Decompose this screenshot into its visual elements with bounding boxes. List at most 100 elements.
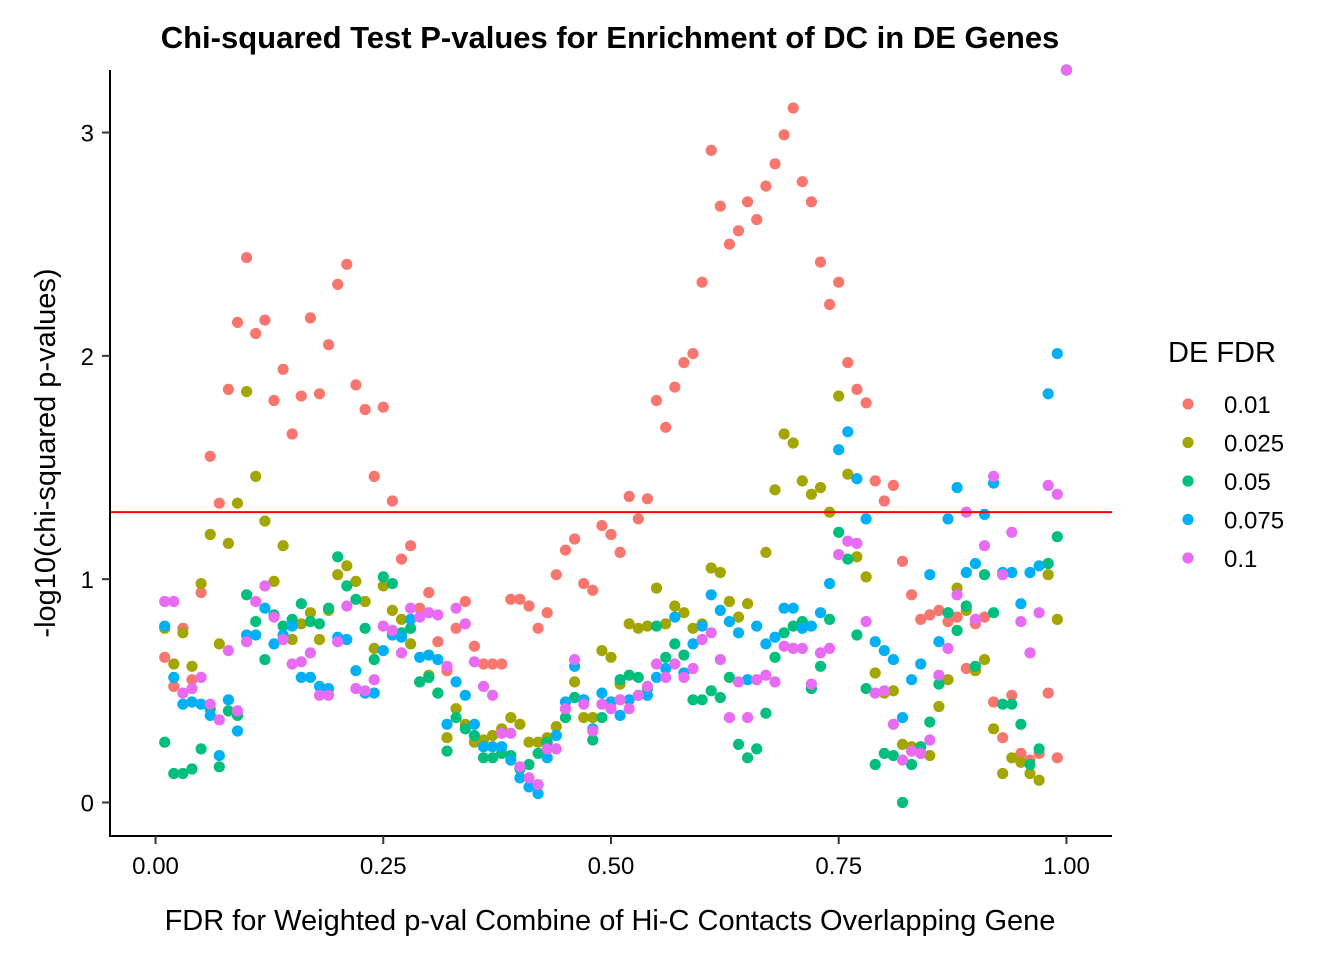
point-series-4-9 (241, 636, 252, 647)
point-series-3-98 (1052, 348, 1063, 359)
point-series-2-29 (423, 672, 434, 683)
point-series-3-69 (788, 603, 799, 614)
point-series-4-56 (669, 658, 680, 669)
point-series-1-67 (769, 484, 780, 495)
point-series-4-84 (924, 734, 935, 745)
point-series-1-56 (669, 600, 680, 611)
point-series-4-73 (824, 643, 835, 654)
point-series-4-15 (296, 656, 307, 667)
point-series-0-11 (259, 315, 270, 326)
point-series-0-55 (660, 422, 671, 433)
point-series-4-87 (952, 589, 963, 600)
point-series-2-4 (196, 743, 207, 754)
point-series-1-39 (514, 719, 525, 730)
x-tick-label: 1.00 (1043, 853, 1090, 880)
point-series-4-32 (451, 603, 462, 614)
point-series-2-57 (678, 650, 689, 661)
x-tick-label: 0.50 (588, 853, 635, 880)
point-series-3-95 (1024, 567, 1035, 578)
x-tick-label: 0.25 (360, 853, 407, 880)
point-series-0-47 (587, 585, 598, 596)
point-series-3-76 (851, 473, 862, 484)
point-series-4-30 (432, 609, 443, 620)
point-series-4-91 (988, 471, 999, 482)
point-series-0-73 (824, 299, 835, 310)
point-series-3-88 (961, 567, 972, 578)
point-series-4-53 (642, 681, 653, 692)
point-series-4-83 (915, 748, 926, 759)
point-series-0-98 (1052, 752, 1063, 763)
point-series-0-41 (533, 623, 544, 634)
point-series-4-52 (633, 690, 644, 701)
point-series-4-76 (851, 538, 862, 549)
point-series-3-90 (979, 509, 990, 520)
point-series-1-64 (742, 598, 753, 609)
point-series-1-25 (387, 605, 398, 616)
point-series-4-44 (560, 703, 571, 714)
point-series-0-65 (751, 214, 762, 225)
point-series-4-39 (514, 761, 525, 772)
point-series-4-25 (387, 625, 398, 636)
point-series-3-26 (396, 632, 407, 643)
point-series-3-50 (615, 710, 626, 721)
point-series-0-40 (523, 600, 534, 611)
point-series-0-66 (760, 181, 771, 192)
point-series-1-38 (505, 712, 516, 723)
point-series-3-7 (223, 694, 234, 705)
point-series-3-62 (724, 616, 735, 627)
point-series-1-20 (341, 560, 352, 571)
point-series-0-76 (851, 384, 862, 395)
point-series-2-3 (186, 763, 197, 774)
point-series-0-14 (287, 428, 298, 439)
point-series-0-27 (405, 540, 416, 551)
point-series-4-31 (441, 661, 452, 672)
point-series-0-45 (569, 533, 580, 544)
point-series-1-98 (1052, 614, 1063, 625)
point-series-2-94 (1015, 719, 1026, 730)
point-series-4-4 (196, 672, 207, 683)
point-series-0-43 (551, 569, 562, 580)
y-tick-label: 3 (81, 121, 94, 148)
point-series-0-77 (861, 397, 872, 408)
point-series-2-9 (241, 589, 252, 600)
point-series-4-6 (214, 714, 225, 725)
point-series-2-87 (952, 625, 963, 636)
point-series-4-33 (460, 618, 471, 629)
point-series-4-63 (733, 676, 744, 687)
point-series-3-37 (496, 741, 507, 752)
point-series-1-6 (214, 638, 225, 649)
legend-key-1 (1182, 437, 1193, 448)
point-series-0-67 (769, 158, 780, 169)
point-series-4-98 (1052, 489, 1063, 500)
legend-label-2: 0.05 (1224, 469, 1271, 496)
data-points (159, 64, 1072, 808)
point-series-2-74 (833, 527, 844, 538)
point-series-3-66 (760, 638, 771, 649)
point-series-0-19 (332, 279, 343, 290)
point-series-3-65 (751, 621, 762, 632)
point-series-0-46 (578, 578, 589, 589)
point-series-4-38 (505, 728, 516, 739)
point-series-2-0 (159, 737, 170, 748)
point-series-0-9 (241, 252, 252, 263)
point-series-2-84 (924, 717, 935, 728)
point-series-4-22 (360, 685, 371, 696)
point-series-4-47 (587, 725, 598, 736)
point-series-1-48 (596, 645, 607, 656)
point-series-0-74 (833, 277, 844, 288)
point-series-1-85 (933, 701, 944, 712)
point-series-0-25 (387, 495, 398, 506)
point-series-0-81 (897, 556, 908, 567)
point-series-2-91 (988, 607, 999, 618)
point-series-0-24 (378, 402, 389, 413)
point-series-3-30 (432, 654, 443, 665)
point-series-0-63 (733, 225, 744, 236)
point-series-2-31 (441, 746, 452, 757)
point-series-2-52 (633, 672, 644, 683)
point-series-3-82 (906, 674, 917, 685)
point-series-1-2 (177, 627, 188, 638)
legend-label-3: 0.075 (1224, 508, 1284, 535)
point-series-0-13 (278, 364, 289, 375)
point-series-2-93 (1006, 699, 1017, 710)
point-series-1-97 (1043, 569, 1054, 580)
